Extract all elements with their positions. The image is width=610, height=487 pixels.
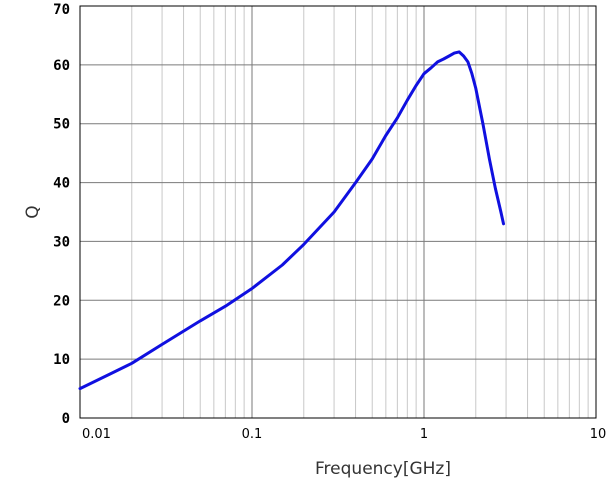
- q-curve-line: [78, 50, 505, 391]
- y-tick-label: 50: [53, 117, 70, 133]
- y-tick-label: 20: [53, 293, 70, 309]
- y-tick-label: 10: [53, 352, 70, 368]
- y-tick-label: 70: [53, 2, 70, 18]
- x-tick-label: 10: [590, 427, 607, 442]
- x-tick-label: 1: [420, 427, 428, 442]
- y-axis-label: Q: [23, 205, 43, 218]
- x-tick-labels: 0.01 0.1 1 10: [82, 427, 606, 442]
- y-tick-label: 40: [53, 176, 70, 192]
- y-tick-label: 60: [53, 58, 70, 74]
- x-tick-label: 0.01: [82, 427, 111, 442]
- x-axis-label: Frequency[GHz]: [315, 459, 451, 479]
- y-tick-label: 0: [62, 411, 70, 427]
- plot-frame: [79, 5, 597, 419]
- grid: [80, 6, 596, 418]
- x-tick-label: 0.1: [242, 427, 263, 442]
- y-tick-label: 30: [53, 234, 70, 250]
- y-tick-labels: 0 10 20 30 40 50 60 70: [53, 2, 70, 427]
